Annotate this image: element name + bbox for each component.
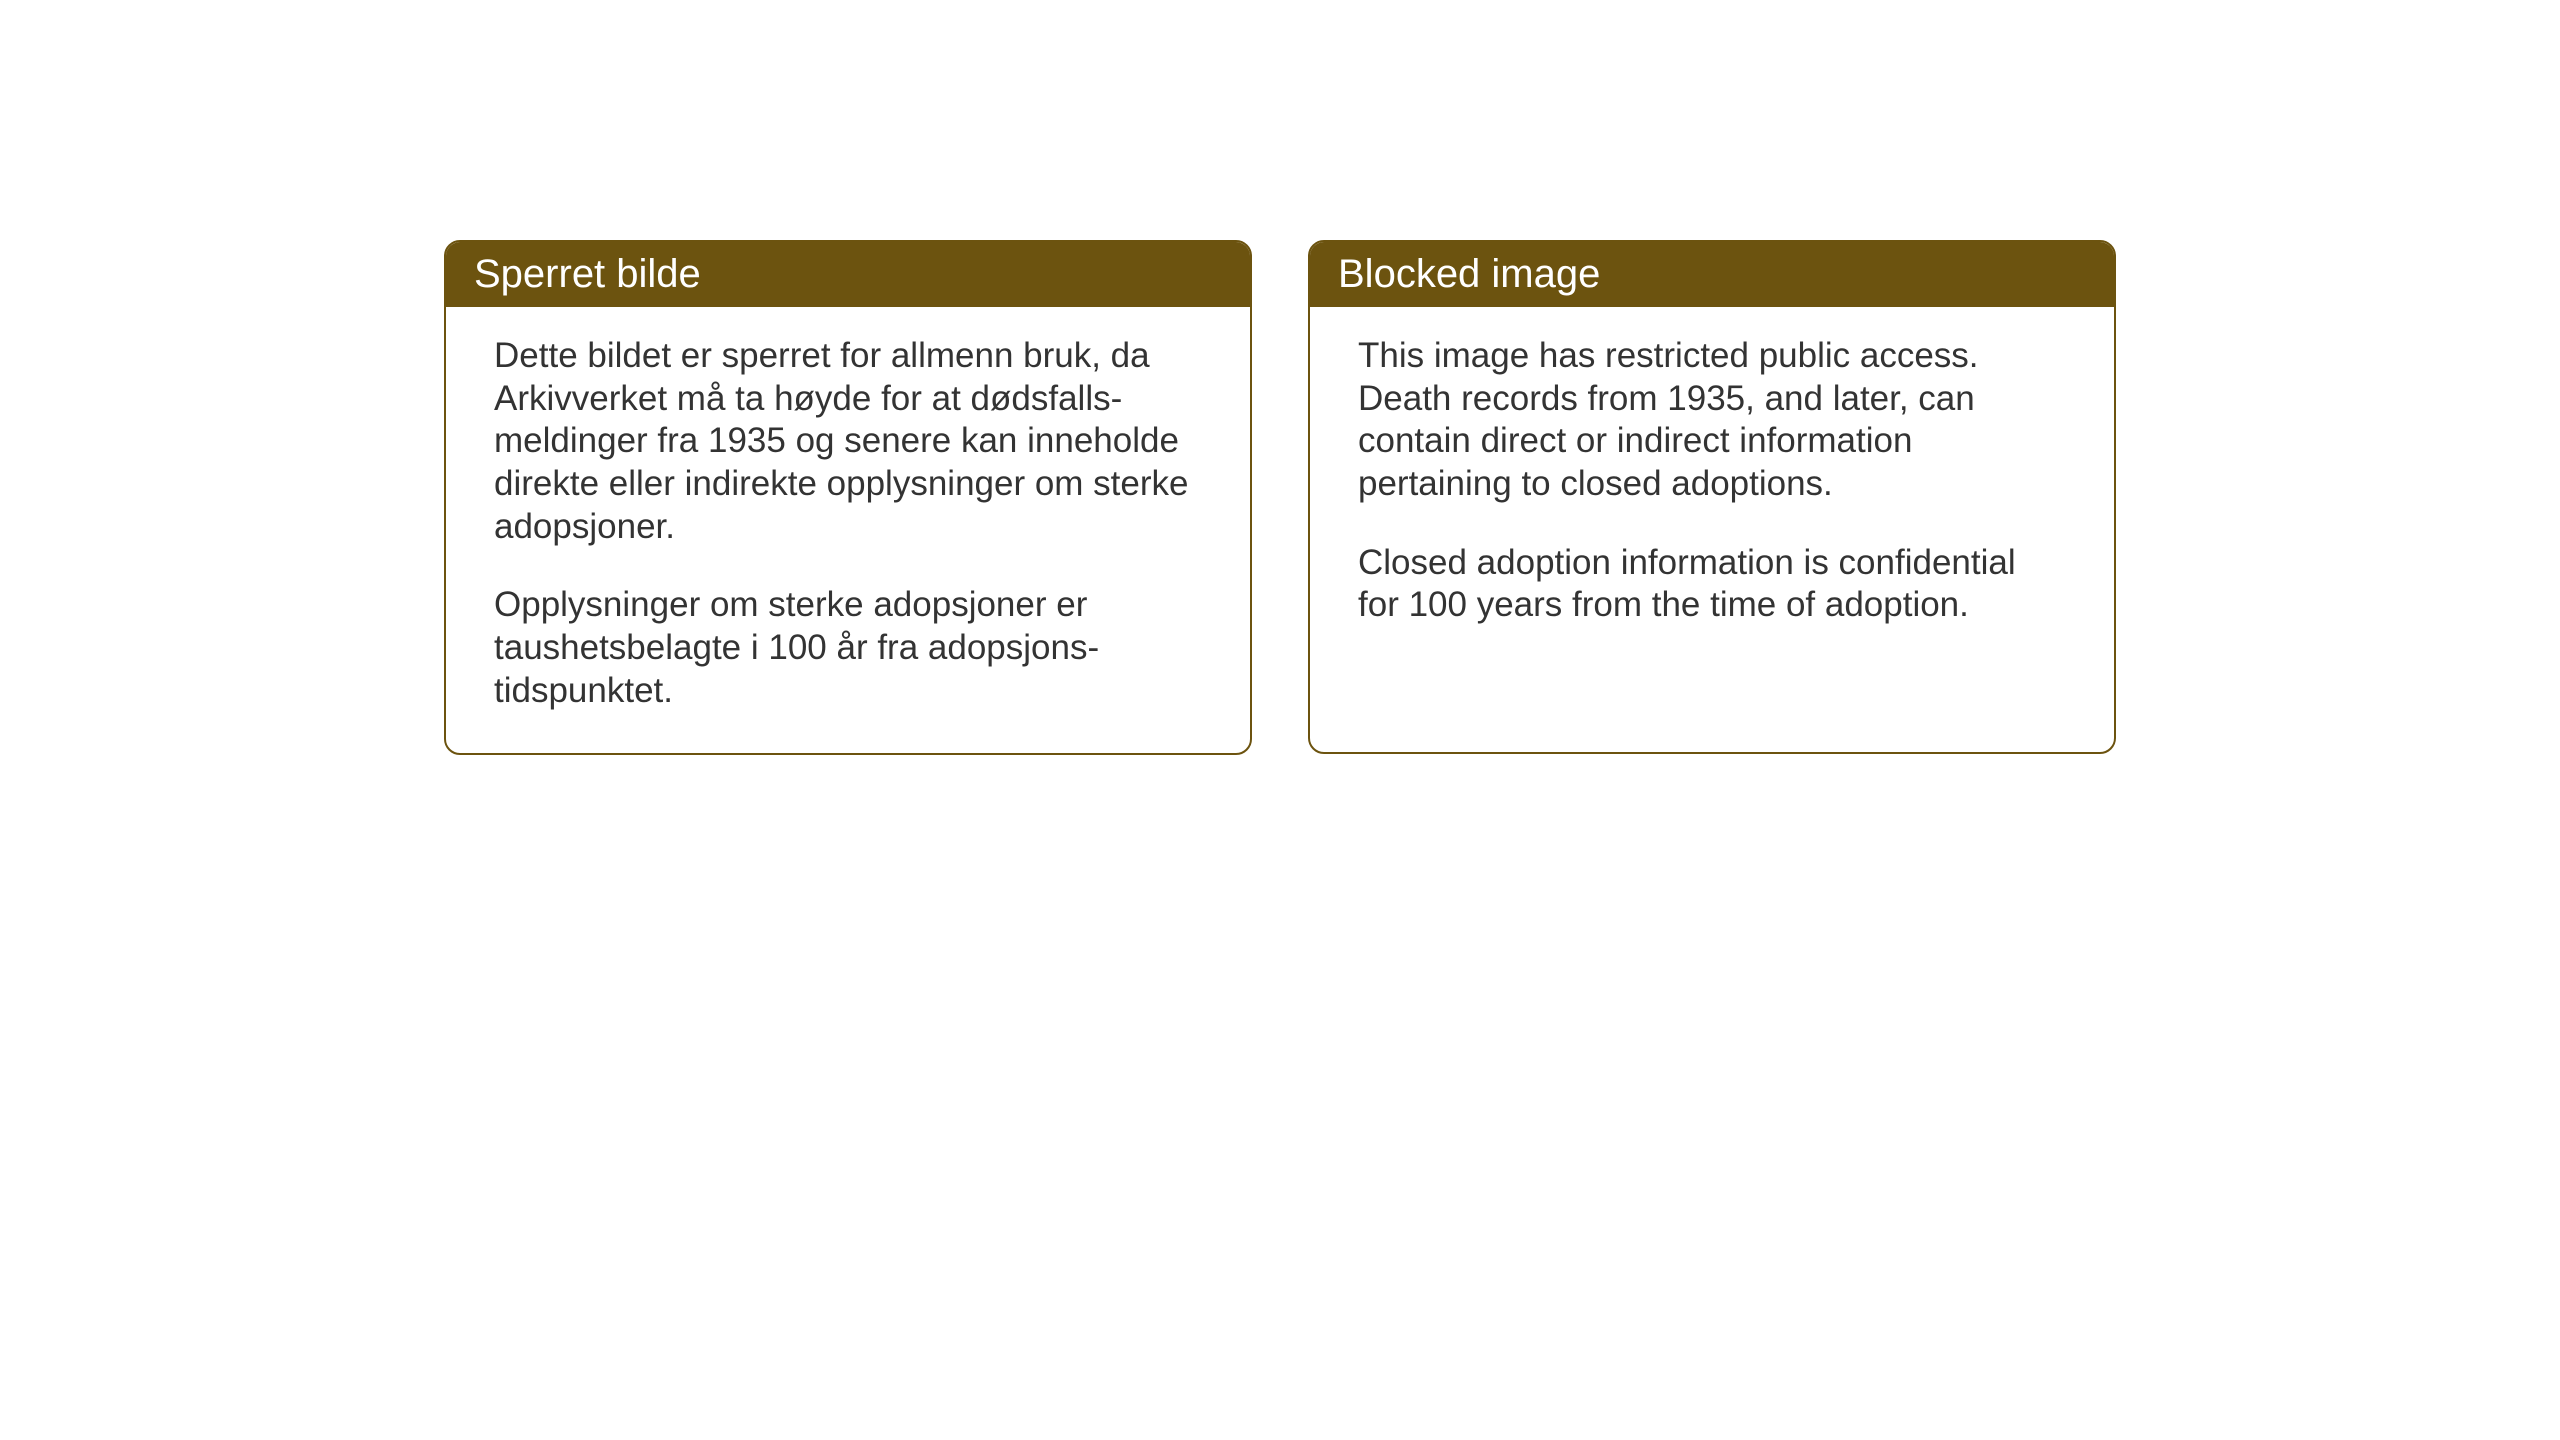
card-paragraph-1-norwegian: Dette bildet er sperret for allmenn bruk… bbox=[494, 335, 1202, 548]
card-body-norwegian: Dette bildet er sperret for allmenn bruk… bbox=[446, 307, 1250, 753]
card-header-english: Blocked image bbox=[1310, 242, 2114, 307]
card-body-english: This image has restricted public access.… bbox=[1310, 307, 2114, 667]
blocked-image-card-english: Blocked image This image has restricted … bbox=[1308, 240, 2116, 754]
card-header-norwegian: Sperret bilde bbox=[446, 242, 1250, 307]
cards-container: Sperret bilde Dette bildet er sperret fo… bbox=[444, 240, 2116, 755]
blocked-image-card-norwegian: Sperret bilde Dette bildet er sperret fo… bbox=[444, 240, 1252, 755]
card-paragraph-2-norwegian: Opplysninger om sterke adopsjoner er tau… bbox=[494, 584, 1202, 712]
card-paragraph-2-english: Closed adoption information is confident… bbox=[1358, 542, 2066, 627]
card-paragraph-1-english: This image has restricted public access.… bbox=[1358, 335, 2066, 506]
